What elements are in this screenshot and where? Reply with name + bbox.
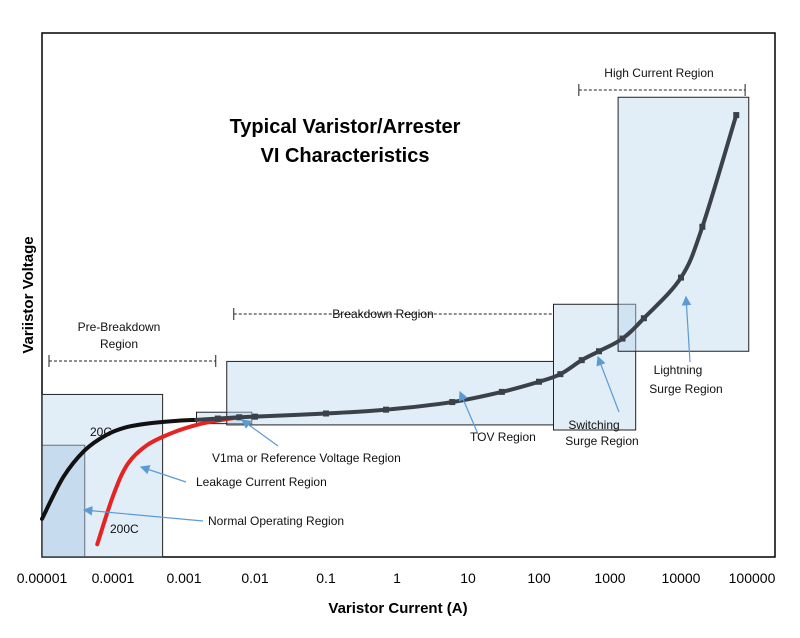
series-2-point-3	[323, 410, 329, 417]
x-tick-label-8: 1000	[594, 570, 625, 586]
x-ticks-layer: 0.00001 0.0001 0.001 0.01 0.1 1 10 100 1000 10000…	[17, 570, 776, 586]
series-2-point-5	[449, 399, 456, 406]
series-2-point-14	[699, 223, 706, 230]
x-tick-label-4: 0.1	[316, 570, 336, 586]
tov-region-label: TOV Region	[470, 430, 536, 444]
reference-voltage-region-label: V1ma or Reference Voltage Region	[212, 451, 401, 465]
series-2-point-15	[733, 112, 740, 119]
y-axis-title: Variistor Voltage	[20, 236, 37, 353]
series-layer	[40, 112, 740, 547]
series-2-point-0	[214, 415, 221, 422]
series-label-200c: 200C	[110, 522, 139, 536]
regions-layer	[41, 96, 750, 558]
high-current-label: High Current Region	[604, 66, 713, 80]
pre-breakdown-label-line1: Pre-Breakdown	[78, 320, 161, 334]
region-box-4	[552, 303, 637, 431]
switching-surge-label-line1: Switching	[568, 418, 619, 432]
chart-title-line2: VI Characteristics	[261, 145, 430, 167]
range-bracket-1	[233, 308, 554, 320]
annotation-arrow-2	[241, 419, 279, 447]
series-2-point-6	[498, 388, 505, 395]
series-2-point-1	[236, 414, 243, 421]
series-2-point-13	[678, 274, 684, 281]
annotation-arrow-1	[82, 505, 204, 522]
lightning-surge-label-line1: Lightning	[654, 363, 703, 377]
x-tick-label-7: 100	[527, 570, 551, 586]
chart-title-line1: Typical Varistor/Arrester	[230, 116, 461, 138]
breakdown-label: Breakdown Region	[332, 307, 433, 321]
x-tick-label-10: 100000	[729, 570, 776, 586]
series-2-point-4	[383, 406, 390, 413]
series-2-point-11	[619, 335, 626, 342]
x-tick-label-5: 1	[393, 570, 401, 586]
series-2-point-12	[640, 315, 647, 322]
annotation-arrow-0	[139, 465, 187, 483]
x-tick-label-1: 0.0001	[92, 570, 135, 586]
series-2-point-8	[557, 371, 564, 378]
brackets-layer	[48, 84, 746, 367]
x-tick-label-9: 10000	[662, 570, 701, 586]
series-2-point-2	[252, 413, 258, 420]
series-line-0	[40, 417, 199, 521]
leakage-region-label: Leakage Current Region	[196, 475, 327, 489]
x-tick-label-3: 0.01	[241, 570, 268, 586]
x-tick-label-6: 10	[460, 570, 476, 586]
annotation-arrow-5	[681, 295, 692, 363]
range-bracket-2	[578, 84, 746, 96]
series-2-point-10	[596, 348, 603, 355]
annotation-arrow-3	[458, 390, 479, 435]
annotation-arrow-4	[596, 355, 620, 413]
switching-surge-label-line2: Surge Region	[565, 434, 638, 448]
series-2-point-7	[536, 378, 542, 385]
range-bracket-0	[48, 355, 217, 367]
arrows-layer	[82, 295, 692, 522]
series-label-20c: 20C	[90, 425, 112, 439]
lightning-surge-label-line2: Surge Region	[649, 382, 722, 396]
pre-breakdown-label-line2: Region	[100, 337, 138, 351]
normal-operating-region-label: Normal Operating Region	[208, 514, 344, 528]
x-tick-label-0: 0.00001	[17, 570, 68, 586]
plot-area	[41, 32, 776, 558]
x-tick-label-2: 0.001	[166, 570, 201, 586]
series-2-point-9	[578, 357, 585, 364]
x-axis-title: Varistor Current (A)	[328, 600, 467, 617]
